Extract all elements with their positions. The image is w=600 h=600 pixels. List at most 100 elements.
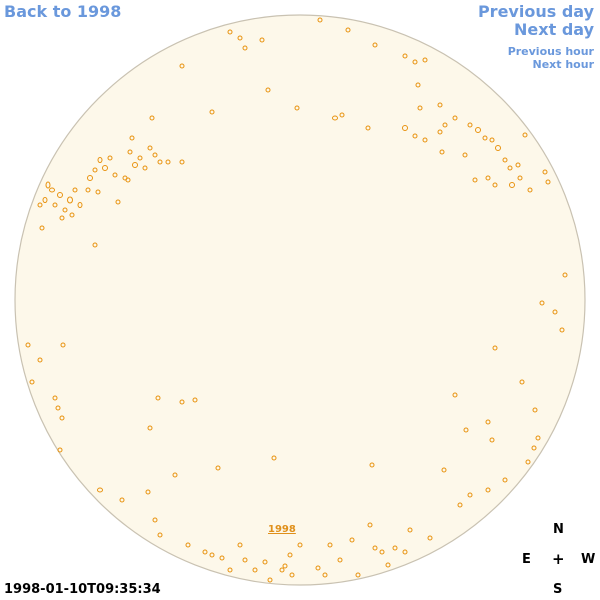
feature-contour — [179, 159, 185, 165]
feature-contour — [85, 187, 91, 193]
feature-contour — [172, 472, 178, 478]
feature-contour — [367, 522, 373, 528]
feature-contour — [155, 395, 161, 401]
feature-contour — [485, 419, 491, 425]
feature-contour — [507, 165, 513, 171]
feature-contour — [209, 552, 215, 558]
feature-contour — [562, 272, 568, 278]
feature-contour — [535, 435, 541, 441]
feature-contour — [417, 105, 423, 111]
feature-contour — [462, 152, 468, 158]
feature-contour — [402, 53, 408, 59]
feature-contour — [441, 467, 447, 473]
feature-contour — [452, 115, 458, 121]
feature-contour — [485, 487, 491, 493]
feature-contour — [517, 175, 523, 181]
feature-contour — [92, 167, 98, 173]
feature-contour — [147, 145, 153, 151]
feature-contour — [482, 135, 488, 141]
feature-contour — [315, 565, 321, 571]
feature-contour — [502, 157, 508, 163]
feature-contour — [149, 115, 155, 121]
feature-contour — [157, 532, 163, 538]
feature-contour — [92, 242, 98, 248]
feature-contour — [415, 82, 421, 88]
feature-contour — [294, 105, 300, 111]
feature-contour — [532, 407, 538, 413]
feature-contour — [452, 392, 458, 398]
feature-contour — [531, 445, 537, 451]
feature-contour — [317, 17, 323, 23]
feature-contour — [262, 559, 268, 565]
feature-contour — [52, 202, 58, 208]
previous-day-link[interactable]: Previous day — [477, 2, 594, 21]
feature-contour — [369, 462, 375, 468]
feature-contour — [442, 122, 448, 128]
feature-contour — [439, 149, 445, 155]
feature-contour — [112, 172, 118, 178]
feature-contour — [345, 27, 351, 33]
feature-contour — [519, 379, 525, 385]
feature-contour — [77, 202, 83, 208]
feature-contour — [372, 545, 378, 551]
feature-contour — [525, 459, 531, 465]
feature-contour — [179, 399, 185, 405]
feature-contour — [37, 357, 43, 363]
feature-contour — [152, 517, 158, 523]
feature-contour — [412, 133, 418, 139]
feature-contour — [365, 125, 371, 131]
feature-contour — [42, 197, 48, 203]
feature-contour — [237, 542, 243, 548]
feature-contour — [37, 202, 43, 208]
feature-contour — [463, 427, 469, 433]
back-to-year-link[interactable]: Back to 1998 — [4, 2, 122, 21]
feature-contour — [59, 215, 65, 221]
year-link[interactable]: 1998 — [268, 524, 296, 535]
feature-contour — [502, 477, 508, 483]
feature-contour — [289, 572, 295, 578]
feature-contour — [72, 187, 78, 193]
feature-contour — [271, 455, 277, 461]
feature-contour — [52, 395, 58, 401]
feature-contour — [147, 425, 153, 431]
feature-contour — [509, 182, 515, 188]
previous-hour-link[interactable]: Previous hour — [507, 45, 594, 58]
feature-contour — [165, 159, 171, 165]
feature-contour — [402, 125, 408, 131]
feature-contour — [97, 487, 103, 493]
feature-contour — [539, 300, 545, 306]
feature-contour — [467, 122, 473, 128]
feature-contour — [427, 535, 433, 541]
next-hour-link[interactable]: Next hour — [532, 58, 595, 71]
feature-contour — [392, 545, 398, 551]
feature-contour — [437, 102, 443, 108]
feature-contour — [372, 42, 378, 48]
feature-contour — [297, 542, 303, 548]
feature-contour — [252, 567, 258, 573]
feature-contour — [60, 342, 66, 348]
feature-contour — [209, 109, 215, 115]
feature-contour — [332, 115, 338, 121]
feature-contour — [242, 557, 248, 563]
feature-contour — [25, 342, 31, 348]
feature-contour — [157, 159, 163, 165]
feature-contour — [202, 549, 208, 555]
feature-contour — [242, 45, 248, 51]
feature-contour — [279, 567, 285, 573]
feature-contour — [59, 415, 65, 421]
feature-contour — [265, 87, 271, 93]
feature-contour — [237, 35, 243, 41]
feature-contour — [39, 225, 45, 231]
feature-contour — [102, 165, 108, 171]
feature-contour — [282, 563, 288, 569]
feature-contour — [489, 137, 495, 143]
feature-contour — [137, 155, 143, 161]
feature-contour — [339, 112, 345, 118]
feature-contour — [55, 405, 61, 411]
feature-contour — [57, 447, 63, 453]
observation-timestamp: 1998-01-10T09:35:34 — [4, 582, 161, 597]
feature-contour — [95, 189, 101, 195]
feature-contour — [337, 557, 343, 563]
next-day-link[interactable]: Next day — [514, 20, 594, 39]
compass-west: W — [581, 552, 596, 567]
